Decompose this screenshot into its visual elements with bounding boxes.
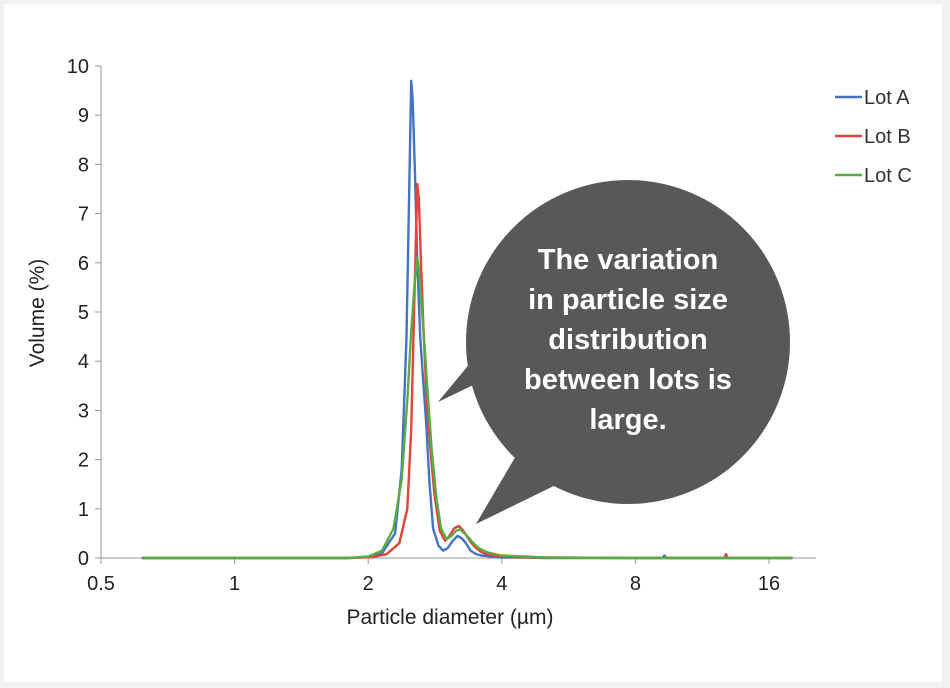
annotation-line: between lots is (524, 364, 732, 396)
x-tick-label: 8 (630, 573, 641, 595)
legend-label: Lot A (864, 87, 910, 109)
annotation-line: distribution (548, 324, 707, 356)
x-tick-label: 0.5 (87, 573, 115, 595)
x-axis-label: Particle diameter (µm) (347, 606, 554, 629)
y-tick-label: 8 (78, 154, 89, 176)
particle-size-chart: 0 1 2 3 4 5 6 7 8 9 10 0.5 1 2 4 8 16 The variation in p… (26, 56, 912, 629)
y-tick-label: 1 (78, 499, 89, 521)
annotation-line: large. (589, 404, 666, 436)
y-tick-label: 7 (78, 204, 89, 226)
x-axis: 0.5 1 2 4 8 16 (87, 557, 816, 595)
series-layer (141, 79, 793, 560)
y-tick-label: 10 (67, 56, 89, 78)
y-axis-label: Volume (%) (26, 259, 49, 368)
y-axis: 0 1 2 3 4 5 6 7 8 9 10 (67, 56, 102, 570)
legend-label: Lot C (864, 165, 912, 187)
series-line-lot-c (141, 256, 793, 560)
y-tick-label: 5 (78, 302, 89, 324)
y-tick-label: 2 (78, 450, 89, 472)
x-tick-label: 4 (496, 573, 507, 595)
annotation-line: in particle size (528, 284, 728, 316)
x-tick-label: 2 (363, 573, 374, 595)
annotation-line: The variation (538, 244, 719, 276)
y-tick-label: 4 (78, 351, 89, 373)
chart-card: 0 1 2 3 4 5 6 7 8 9 10 0.5 1 2 4 8 16 The variation in p… (4, 4, 942, 682)
y-tick-label: 0 (78, 548, 89, 570)
legend-label: Lot B (864, 126, 911, 148)
y-tick-label: 3 (78, 400, 89, 422)
y-tick-label: 6 (78, 253, 89, 275)
annotation-bubble: The variation in particle size distributio… (438, 180, 790, 524)
x-tick-label: 16 (758, 573, 780, 595)
bubble-body (466, 180, 790, 504)
legend: Lot A Lot B Lot C (835, 87, 912, 187)
y-tick-label: 9 (78, 105, 89, 127)
x-tick-label: 1 (229, 573, 240, 595)
